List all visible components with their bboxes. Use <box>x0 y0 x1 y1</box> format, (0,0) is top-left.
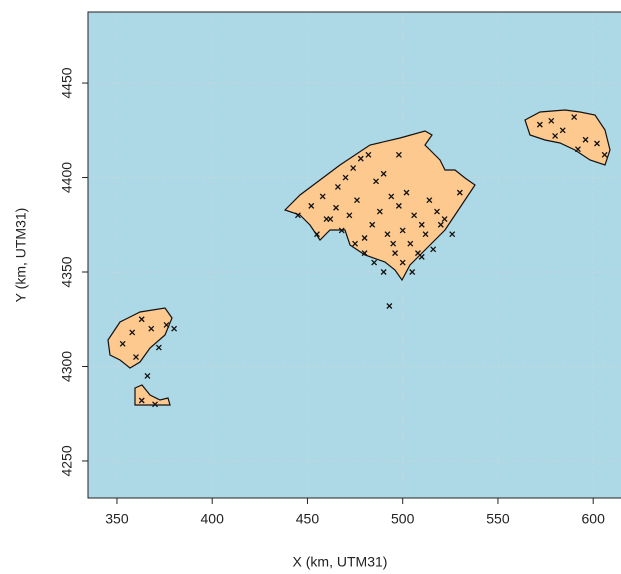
point <box>365 151 372 158</box>
point <box>354 197 360 204</box>
point <box>409 269 416 275</box>
point <box>407 240 414 247</box>
y-tick-label: 4250 <box>59 445 75 476</box>
point <box>395 202 402 209</box>
point <box>426 197 433 204</box>
x-tick-label: 600 <box>582 511 606 527</box>
point <box>390 240 397 247</box>
point <box>548 117 555 124</box>
point <box>152 401 159 408</box>
y-tick-label: 4400 <box>59 162 75 193</box>
point <box>571 114 578 121</box>
point <box>294 212 301 219</box>
x-tick-label: 450 <box>296 511 320 527</box>
formentera <box>134 384 171 406</box>
point <box>434 208 440 215</box>
point <box>342 174 349 181</box>
point <box>129 329 136 336</box>
point <box>319 193 326 200</box>
x-tick-label: 350 <box>105 511 129 527</box>
point <box>357 155 364 162</box>
point <box>323 216 330 223</box>
point <box>350 165 357 172</box>
point <box>395 151 402 158</box>
point <box>388 193 395 200</box>
point <box>361 250 368 257</box>
point <box>171 325 178 332</box>
y-tick-label: 4450 <box>59 67 75 98</box>
point <box>334 184 341 190</box>
axes-frame <box>87 11 621 499</box>
x-tick-label: 550 <box>486 511 510 527</box>
point <box>155 344 162 351</box>
menorca <box>524 109 611 166</box>
x-tick-label: 400 <box>201 511 225 527</box>
point <box>430 246 437 253</box>
point <box>582 136 589 143</box>
point <box>392 250 399 257</box>
y-axis-title: Y (km, UTM31) <box>13 208 29 303</box>
point <box>380 269 387 275</box>
point <box>308 202 315 209</box>
point <box>422 231 429 238</box>
point <box>601 151 608 158</box>
point <box>352 240 359 247</box>
point <box>138 397 145 404</box>
point <box>119 340 126 347</box>
point <box>144 372 151 379</box>
point <box>399 259 406 266</box>
point <box>574 146 581 153</box>
point <box>536 121 543 128</box>
points <box>119 114 608 408</box>
point <box>441 216 448 223</box>
point <box>373 178 379 185</box>
point <box>338 227 345 234</box>
point <box>594 140 600 147</box>
point <box>371 259 378 266</box>
point <box>552 132 559 139</box>
point <box>361 235 368 241</box>
point <box>437 221 444 228</box>
y-tick-label: 4300 <box>59 351 75 382</box>
point <box>133 354 139 360</box>
point <box>418 221 425 228</box>
point <box>346 212 353 219</box>
point <box>376 208 383 215</box>
point <box>384 231 391 238</box>
y-tick-label: 4350 <box>59 256 75 287</box>
point <box>369 221 376 228</box>
x-axis-title: X (km, UTM31) <box>293 554 388 570</box>
mallorca <box>283 130 476 282</box>
point <box>449 231 456 238</box>
point <box>418 253 425 260</box>
point <box>386 303 393 309</box>
point <box>148 325 155 332</box>
point <box>380 170 387 177</box>
x-tick-label: 500 <box>391 511 415 527</box>
point <box>138 316 145 323</box>
ibiza <box>107 307 173 369</box>
point <box>403 189 410 196</box>
land <box>107 109 611 406</box>
point <box>333 204 339 211</box>
point <box>411 212 418 219</box>
point <box>456 189 463 196</box>
plot-background <box>88 12 621 498</box>
point <box>559 127 566 134</box>
point <box>399 227 406 234</box>
point <box>314 231 320 238</box>
point <box>163 321 170 328</box>
